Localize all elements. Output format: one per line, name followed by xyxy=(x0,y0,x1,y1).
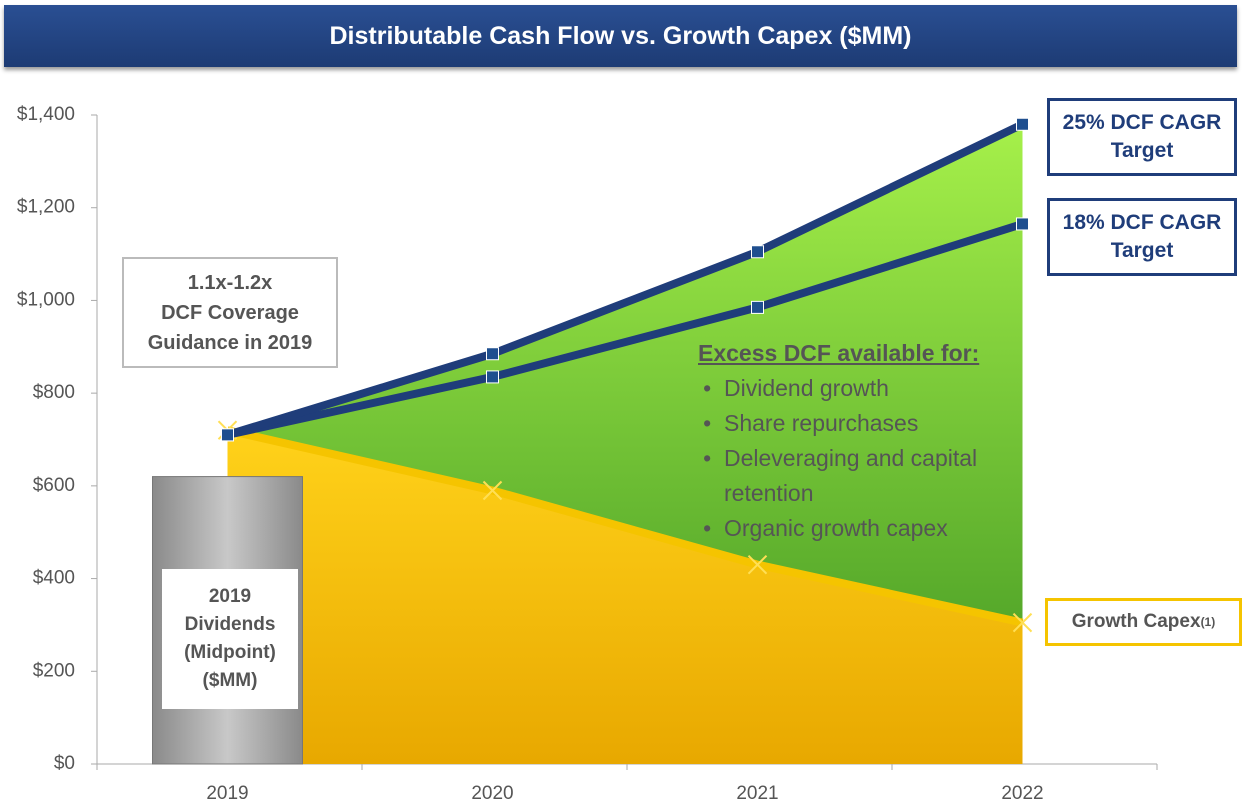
bar-label: 2019 Dividends (Midpoint) ($MM) xyxy=(162,568,298,709)
capex-area xyxy=(227,430,1023,764)
y-tick-label: $1,400 xyxy=(17,104,75,125)
marker xyxy=(486,370,499,384)
excess-note: Excess DCF available for: Dividend growt… xyxy=(698,340,1018,546)
excess-heading: Excess DCF available for: xyxy=(698,340,980,366)
legend-text: Growth Capex xyxy=(1071,611,1201,632)
y-tick-label: $800 xyxy=(33,382,75,403)
y-tick-label: $1,200 xyxy=(17,197,75,218)
y-tick-label: $400 xyxy=(33,568,75,589)
legend-text: 25% DCF CAGR Target xyxy=(1062,111,1222,162)
y-tick-label: $0 xyxy=(54,753,75,774)
y-tick-label: $600 xyxy=(33,475,75,496)
bar-label-line: (Midpoint) xyxy=(184,641,276,663)
series-line xyxy=(226,426,1024,627)
marker xyxy=(1016,117,1029,131)
x-tick-label: 2022 xyxy=(1001,783,1043,804)
marker xyxy=(1016,217,1029,231)
marker xyxy=(486,347,499,361)
y-tick-label: $1,000 xyxy=(17,289,75,310)
excess-area xyxy=(227,124,1023,623)
excess-item: Share repurchases xyxy=(724,406,1018,441)
marker xyxy=(482,480,503,501)
excess-item: Deleveraging and capital retention xyxy=(724,441,1018,511)
marker xyxy=(751,300,764,314)
marker xyxy=(747,554,768,575)
marker xyxy=(1012,612,1033,633)
bar-label-line: Dividends xyxy=(184,613,276,635)
excess-list: Dividend growthShare repurchasesDelevera… xyxy=(698,371,1018,546)
note-line: DCF Coverage xyxy=(161,301,299,324)
chart-title: Distributable Cash Flow vs. Growth Capex… xyxy=(4,5,1237,67)
note-line: Guidance in 2019 xyxy=(147,331,313,354)
marker xyxy=(221,428,234,442)
marker xyxy=(751,245,764,259)
series-line xyxy=(226,120,1025,439)
footnote: (1) xyxy=(1200,615,1216,629)
legend-entry: 18% DCF CAGR Target xyxy=(1047,198,1237,276)
coverage-note: 1.1x-1.2x DCF Coverage Guidance in 2019 xyxy=(122,257,338,368)
x-tick-label: 2021 xyxy=(736,783,778,804)
legend-entry: 25% DCF CAGR Target xyxy=(1047,98,1237,176)
x-tick-label: 2019 xyxy=(206,783,248,804)
x-tick-label: 2020 xyxy=(471,783,513,804)
excess-item: Organic growth capex xyxy=(724,511,1018,546)
note-line: 1.1x-1.2x xyxy=(187,271,273,294)
bar-label-line: ($MM) xyxy=(202,669,258,691)
bar-label-line: 2019 xyxy=(208,585,252,607)
legend-entry: Growth Capex (1) xyxy=(1045,598,1242,646)
excess-item: Dividend growth xyxy=(724,371,1018,406)
y-tick-label: $200 xyxy=(33,660,75,681)
legend-text: 18% DCF CAGR Target xyxy=(1062,211,1222,262)
series-line xyxy=(226,220,1024,439)
